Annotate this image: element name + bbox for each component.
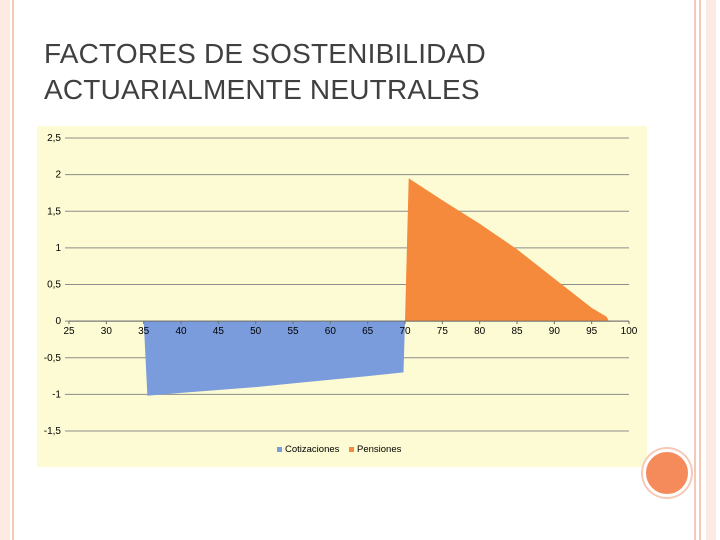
legend-label-pensiones: Pensiones bbox=[357, 444, 402, 455]
series-area-cotizaciones bbox=[143, 321, 405, 396]
legend-swatch-cotizaciones bbox=[277, 447, 282, 452]
x-tick-label-5: 50 bbox=[250, 326, 262, 337]
y-tick-label-6: -0,5 bbox=[44, 353, 62, 364]
y-tick-label-2: 1,5 bbox=[47, 206, 61, 217]
x-tick-label-15: 100 bbox=[621, 326, 638, 337]
x-tick-label-14: 95 bbox=[586, 326, 598, 337]
left-decor-band bbox=[0, 0, 10, 540]
legend-swatch-pensiones bbox=[349, 447, 354, 452]
slide-title: FACTORES DE SOSTENIBILIDAD ACTUARIALMENT… bbox=[44, 36, 644, 108]
x-tick-label-3: 40 bbox=[175, 326, 187, 337]
left-decor-line bbox=[12, 0, 14, 540]
x-tick-label-7: 60 bbox=[325, 326, 337, 337]
y-tick-label-4: 0,5 bbox=[47, 280, 61, 291]
right-decor-band bbox=[706, 0, 716, 540]
x-tick-label-13: 90 bbox=[549, 326, 561, 337]
y-tick-label-5: 0 bbox=[55, 316, 61, 327]
y-tick-label-1: 2 bbox=[55, 170, 61, 181]
slide-title-line-2: ACTUARIALMENTE NEUTRALES bbox=[44, 74, 480, 105]
y-tick-label-8: -1,5 bbox=[44, 426, 62, 437]
x-tick-label-1: 30 bbox=[101, 326, 113, 337]
chart-area: 2,5 2 1,5 1 0,5 0 -0,5 -1 -1,5 25 30 35 40 45 50 55 60 65… bbox=[37, 126, 647, 467]
y-tick-label-3: 1 bbox=[55, 243, 61, 254]
x-tick-label-2: 35 bbox=[138, 326, 150, 337]
right-decor-line-inner bbox=[694, 0, 696, 540]
x-tick-label-9: 70 bbox=[399, 326, 411, 337]
series-area-pensiones bbox=[405, 178, 609, 322]
x-tick-label-0: 25 bbox=[63, 326, 75, 337]
legend-label-cotizaciones: Cotizaciones bbox=[285, 444, 340, 455]
x-tick-label-12: 85 bbox=[511, 326, 523, 337]
decor-circle bbox=[643, 449, 691, 497]
y-tick-label-7: -1 bbox=[52, 389, 61, 400]
right-decor-line bbox=[699, 0, 701, 540]
x-tick-label-11: 80 bbox=[474, 326, 486, 337]
slide-title-line-1: FACTORES DE SOSTENIBILIDAD bbox=[44, 38, 486, 69]
y-tick-label-0: 2,5 bbox=[47, 133, 61, 144]
x-tick-label-8: 65 bbox=[362, 326, 374, 337]
x-tick-label-4: 45 bbox=[213, 326, 225, 337]
area-chart: 2,5 2 1,5 1 0,5 0 -0,5 -1 -1,5 25 30 35 40 45 50 55 60 65… bbox=[44, 133, 638, 455]
x-tick-label-10: 75 bbox=[437, 326, 449, 337]
x-tick-label-6: 55 bbox=[287, 326, 299, 337]
